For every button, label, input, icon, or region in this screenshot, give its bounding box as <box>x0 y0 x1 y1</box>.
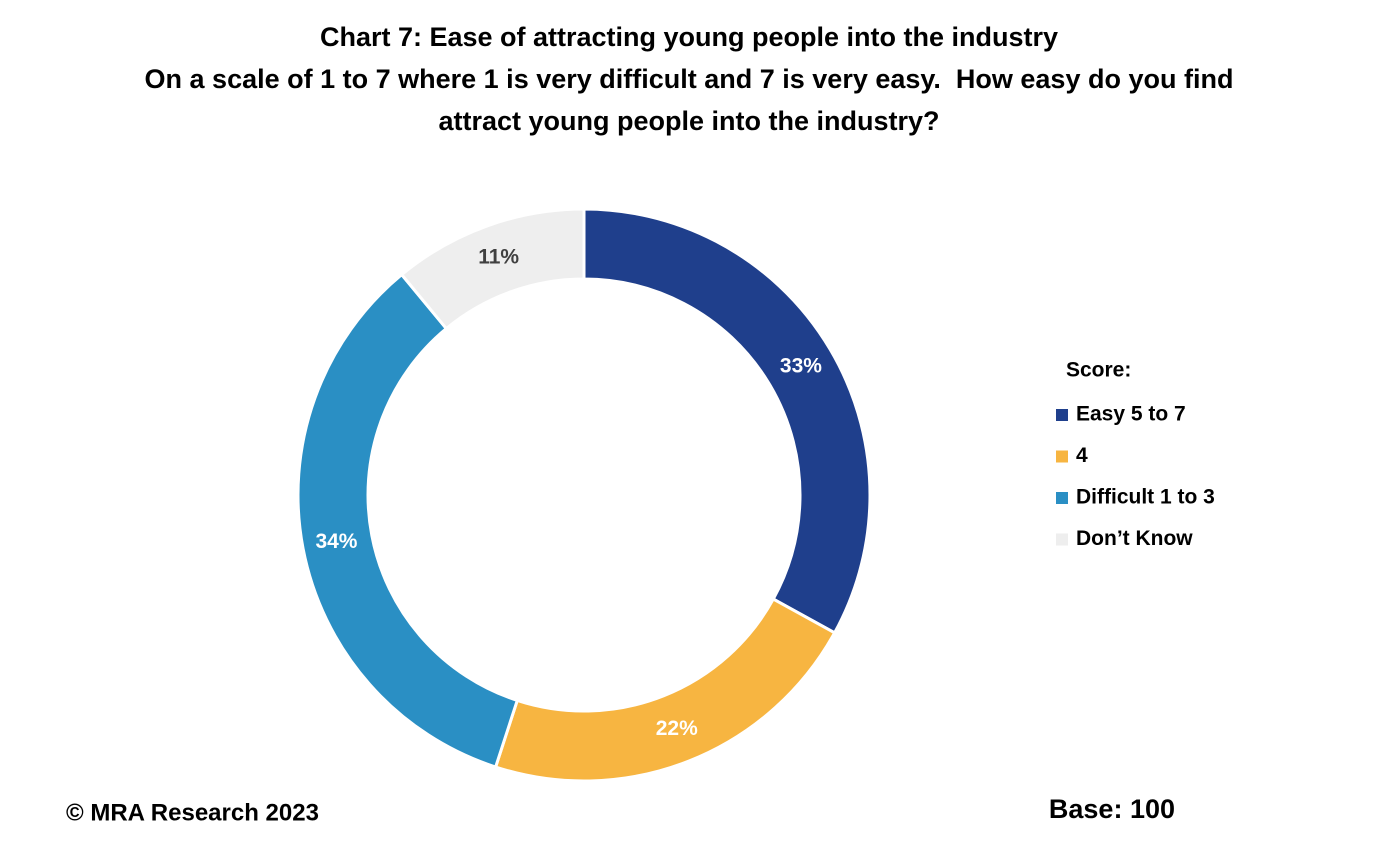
chart-title: Chart 7: Ease of attracting young people… <box>319 22 1059 52</box>
legend-swatch <box>1056 533 1068 546</box>
donut-segment <box>296 272 520 769</box>
legend-label: 4 <box>1076 444 1088 467</box>
donut-segment <box>493 597 837 783</box>
legend-swatch <box>1056 450 1068 463</box>
data-label: 33% <box>780 354 822 377</box>
data-label: 11% <box>478 245 519 268</box>
footer-left: © MRA Research 2023 <box>66 799 319 826</box>
footer-right: Base: 100 <box>1049 794 1175 824</box>
data-label: 34% <box>315 530 357 553</box>
donut-segment <box>582 207 872 635</box>
donut-segment <box>399 207 586 331</box>
legend-title: Score: <box>1066 359 1131 382</box>
legend-label: Easy 5 to 7 <box>1076 403 1186 426</box>
data-label: 22% <box>656 717 698 740</box>
legend-label: Difficult 1 to 3 <box>1076 486 1215 509</box>
legend-swatch <box>1056 409 1068 421</box>
legend-swatch <box>1056 492 1068 504</box>
legend-label: Don’t Know <box>1076 527 1193 550</box>
chart-subtitle: On a scale of 1 to 7 where 1 is very dif… <box>144 64 1241 136</box>
